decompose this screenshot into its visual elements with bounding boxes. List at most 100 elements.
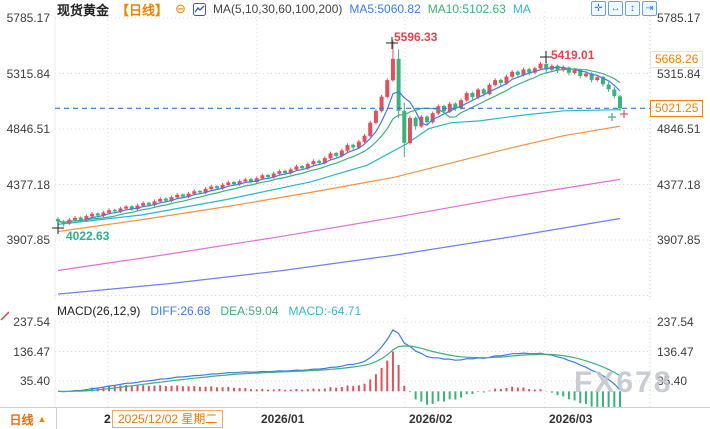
axis-tick-label: 3907.85 (657, 233, 701, 247)
macd-value-label: MACD:-64.71 (288, 304, 362, 318)
candle (322, 158, 327, 164)
axis-tick-label: 4846.51 (6, 122, 50, 136)
candle (220, 184, 225, 189)
ma10-line (57, 68, 621, 224)
candles-layer (56, 40, 622, 227)
candle (379, 96, 384, 112)
zoom-horizontal-icon[interactable]: ↔ (608, 1, 623, 16)
ma30-line (57, 109, 621, 225)
lowest-price-label: 4022.63 (66, 229, 110, 243)
candle (169, 197, 174, 201)
candle (476, 89, 481, 98)
period-selector-arrow-icon: ▲ (37, 414, 47, 424)
swing-high-price-label: 5419.01 (551, 48, 595, 62)
candle (396, 58, 401, 111)
candle (362, 135, 367, 142)
ma100-line (57, 178, 621, 272)
candle (544, 63, 549, 70)
candle (56, 219, 60, 222)
candle (214, 186, 219, 189)
candle (135, 205, 140, 210)
kline-indicator-icon[interactable] (192, 2, 206, 16)
axis-tick-label: 237.54 (13, 315, 50, 329)
candle (373, 110, 378, 123)
candle (390, 58, 395, 81)
candle (260, 175, 265, 179)
candle (112, 209, 117, 212)
axis-tick-label: 136.47 (13, 344, 50, 359)
partial-month-tick: 2 (104, 412, 111, 426)
candle (180, 194, 185, 197)
candle (578, 69, 583, 76)
dea-line (57, 345, 621, 392)
candle (203, 188, 208, 193)
candle (186, 193, 191, 197)
candle (73, 217, 78, 220)
candle (78, 217, 83, 221)
candle (84, 216, 89, 221)
grid-layer (54, 12, 651, 411)
candle (237, 181, 242, 185)
macd-title[interactable]: MACD(26,12,9) (57, 304, 141, 318)
axis-tick-label: 5785.17 (6, 11, 50, 25)
ma-settings-label[interactable]: MA(5,10,30,60,100,200) (212, 2, 343, 16)
ma5-value-label: MA5:5060.82 (349, 2, 421, 16)
candle (538, 63, 543, 69)
period-selector-button[interactable]: 日线 ▲ (0, 408, 57, 429)
candle (243, 179, 248, 182)
candle (209, 186, 214, 190)
candle (595, 77, 600, 81)
candle (459, 100, 464, 109)
candle (618, 96, 622, 109)
month-tick-label: 2026/01 (261, 412, 305, 426)
candle (300, 166, 305, 169)
candle (470, 92, 475, 98)
period-tag: 【日线】 (116, 2, 169, 18)
go-to-latest-icon[interactable]: ⇥ (642, 1, 657, 16)
candle (589, 73, 594, 80)
candle (294, 166, 299, 170)
candle (385, 80, 390, 97)
axis-tick-label: 5785.17 (657, 11, 701, 25)
macd-dea-label: DEA:59.04 (220, 304, 279, 318)
candle (175, 194, 180, 198)
chart-header: 现货黄金 【日线】 ⊖ MA(5,10,30,60,100,200) MA5:5… (57, 1, 531, 18)
ma200-line (57, 217, 621, 295)
macd-layer (57, 329, 621, 410)
macd-header: MACD(26,12,9) DIFF:26.68 DEA:59.04 MACD:… (57, 304, 361, 318)
symbol-name: 现货黄金 (57, 2, 110, 18)
zoom-vertical-icon[interactable]: ↕ (625, 1, 640, 16)
candle (249, 179, 254, 182)
candle (583, 73, 588, 77)
axis-tick-label: 35.40 (657, 374, 688, 388)
candle (101, 212, 106, 216)
time-axis: 日线 ▲ 2 2025/12/02 星期二 2026/01 2026/02 2026… (0, 407, 710, 429)
short-ma-layer (57, 66, 621, 224)
axis-tick-label: 237.54 (657, 315, 694, 329)
candle (464, 93, 469, 101)
candle (566, 67, 571, 73)
candle (90, 213, 95, 217)
date-tooltip: 2025/12/02 星期二 (112, 410, 224, 428)
candle (447, 103, 452, 112)
candle (334, 153, 339, 156)
candle (612, 89, 617, 97)
candle (351, 144, 356, 148)
candle (424, 116, 429, 123)
candle (311, 161, 316, 165)
fit-screen-icon[interactable]: ✛ (591, 1, 606, 16)
ma-truncated-label: MA (512, 2, 531, 16)
candle (521, 69, 526, 76)
collapse-pane-icon[interactable]: ⊖ (175, 1, 186, 16)
upper-price-tag: 5668.26 (650, 50, 704, 68)
candle (345, 145, 350, 151)
candle (254, 178, 259, 183)
candle (339, 150, 344, 157)
axis-tick-label: 136.47 (657, 344, 694, 359)
highest-price-label: 5596.33 (394, 30, 438, 44)
candle (600, 76, 605, 85)
candle (493, 80, 498, 86)
candle (266, 174, 271, 178)
